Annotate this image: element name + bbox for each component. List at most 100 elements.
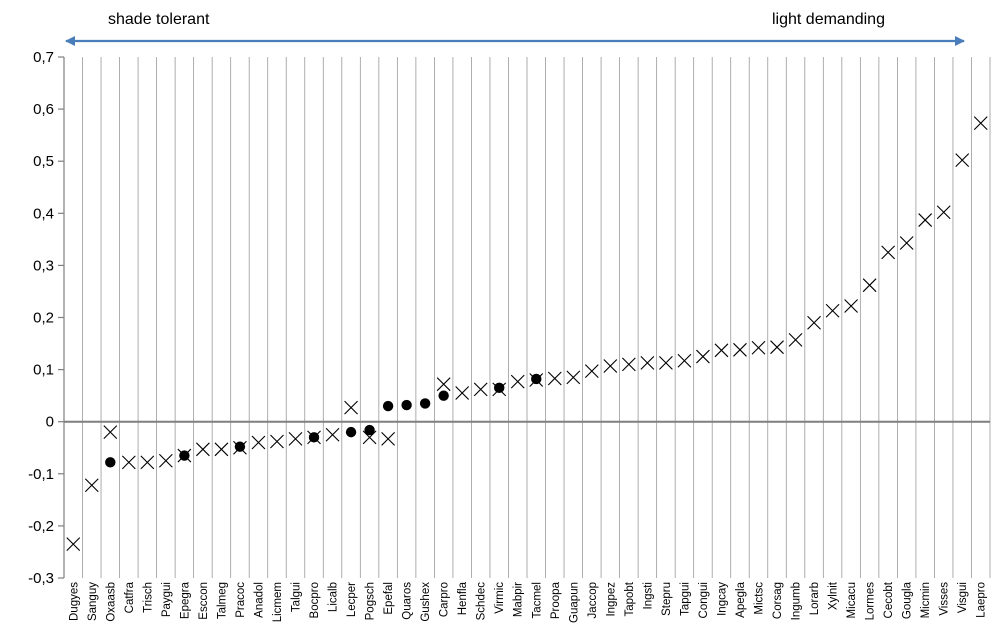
x-marker-point bbox=[807, 315, 821, 330]
x-tick-label: Ingpez bbox=[605, 582, 617, 617]
x-marker-point bbox=[140, 455, 155, 470]
x-marker-point bbox=[640, 355, 655, 370]
y-tick-label: -0,3 bbox=[28, 570, 54, 587]
x-marker-point bbox=[381, 432, 395, 446]
x-tick-label: Mictsc bbox=[754, 582, 766, 615]
data-marks bbox=[66, 116, 988, 552]
x-tick-label: Paygui bbox=[161, 582, 173, 617]
y-tick-label: 0,1 bbox=[33, 362, 54, 379]
dot-marker-point bbox=[438, 390, 449, 401]
x-marker-point bbox=[566, 370, 581, 385]
x-marker-point bbox=[825, 303, 840, 318]
x-tick-label: Congui bbox=[698, 582, 710, 618]
x-tick-label: Cecobt bbox=[883, 581, 895, 618]
y-tick-label: 0,7 bbox=[33, 49, 54, 66]
dot-marker-point bbox=[401, 399, 412, 411]
x-marker-point bbox=[603, 359, 618, 373]
x-marker-point bbox=[714, 343, 729, 358]
x-tick-label: Lorarb bbox=[809, 582, 821, 615]
x-tick-label: Esccon bbox=[198, 582, 210, 620]
dot-marker-point bbox=[419, 398, 431, 409]
x-tick-label: Quaros bbox=[402, 582, 414, 620]
y-tick-label: -0,2 bbox=[28, 518, 54, 535]
x-axis-ticks: Dugyes Sanguy Oxaasb Catfra Trisch Paygui Epeg… bbox=[68, 581, 987, 623]
dot-marker-point bbox=[308, 432, 320, 443]
x-marker-point bbox=[288, 432, 303, 446]
x-tick-label: Apegla bbox=[735, 581, 747, 617]
dot-marker-point bbox=[105, 457, 116, 468]
x-marker-point bbox=[696, 349, 710, 364]
x-tick-label: Licalb bbox=[328, 582, 340, 612]
x-marker-point bbox=[677, 353, 692, 368]
x-tick-label: Xylnit bbox=[828, 581, 840, 610]
y-tick-label: -0,1 bbox=[28, 466, 54, 483]
dot-marker-point bbox=[234, 441, 246, 452]
x-marker-point bbox=[214, 442, 229, 457]
x-tick-label: Ingumb bbox=[791, 582, 803, 620]
y-tick-label: 0,6 bbox=[33, 101, 54, 118]
dot-marker-point bbox=[364, 424, 375, 436]
x-tick-label: Ingsti bbox=[642, 582, 654, 610]
y-axis-ticks: -0,3 -0,2 -0,1 0 0,1 0,2 0,3 0,4 0,5 0,6 0,7 bbox=[28, 49, 64, 587]
x-tick-label: Ingcay bbox=[716, 582, 728, 616]
x-tick-label: Laepro bbox=[976, 582, 988, 618]
x-tick-label: Epegra bbox=[179, 581, 191, 619]
x-marker-point bbox=[788, 333, 803, 347]
y-tick-label: 0,4 bbox=[33, 205, 54, 222]
x-marker-point bbox=[547, 371, 562, 386]
x-marker-point bbox=[473, 382, 488, 397]
x-tick-label: Corsag bbox=[772, 582, 784, 619]
x-marker-point bbox=[751, 340, 766, 355]
x-tick-label: Epefal bbox=[383, 582, 395, 615]
x-marker-point bbox=[973, 116, 988, 131]
shade-tolerant-label: shade tolerant bbox=[108, 11, 210, 28]
x-marker-point bbox=[362, 430, 377, 445]
x-marker-point bbox=[158, 453, 173, 468]
x-tick-label: Lecper bbox=[346, 582, 358, 617]
x-marker-point bbox=[899, 236, 914, 250]
x-tick-label: Guapun bbox=[568, 582, 580, 623]
dot-marker-point bbox=[345, 426, 357, 438]
x-tick-label: Catfra bbox=[124, 581, 136, 613]
x-tick-label: Tapobt bbox=[624, 581, 636, 616]
x-tick-label: Carpro bbox=[439, 582, 451, 617]
x-marker-point bbox=[251, 435, 266, 450]
x-marker-point bbox=[621, 357, 636, 372]
x-tick-label: Licmem bbox=[272, 582, 284, 622]
x-tick-label: Gougla bbox=[902, 581, 914, 619]
y-tick-label: 0 bbox=[46, 414, 54, 431]
y-tick-label: 0,2 bbox=[33, 310, 54, 327]
x-tick-label: Lormes bbox=[865, 582, 877, 621]
x-tick-label: Sanguy bbox=[87, 582, 99, 621]
dot-marker-point bbox=[531, 373, 542, 385]
x-marker-point bbox=[584, 364, 599, 379]
x-marker-point bbox=[844, 299, 858, 313]
light-demanding-label: light demanding bbox=[772, 11, 885, 28]
x-tick-label: Trisch bbox=[142, 582, 154, 613]
x-tick-label: Talgui bbox=[291, 582, 303, 612]
x-tick-label: Henfla bbox=[457, 581, 469, 615]
x-tick-label: Micmin bbox=[920, 582, 932, 618]
x-tick-label: Schdec bbox=[476, 582, 488, 621]
x-marker-point bbox=[659, 355, 673, 370]
annotation-group: shade tolerant light demanding bbox=[65, 11, 965, 46]
x-tick-label: Micacu bbox=[846, 582, 858, 618]
dot-marker-point bbox=[179, 450, 190, 461]
x-tick-label: Pogsch bbox=[365, 582, 377, 620]
x-marker-point bbox=[103, 425, 118, 440]
x-tick-label: Oxaasb bbox=[105, 582, 117, 622]
x-marker-point bbox=[84, 478, 99, 493]
x-marker-point bbox=[344, 400, 358, 415]
x-tick-label: Gushex bbox=[420, 582, 432, 622]
x-marker-point bbox=[936, 205, 951, 220]
x-marker-point bbox=[66, 537, 81, 552]
x-marker-point bbox=[325, 427, 340, 442]
x-tick-label: Pracoc bbox=[235, 582, 247, 618]
x-marker-point bbox=[918, 213, 933, 227]
x-tick-label: Mabpir bbox=[513, 582, 525, 617]
x-marker-point bbox=[196, 442, 210, 457]
x-tick-label: Jaccop bbox=[587, 582, 599, 618]
x-tick-label: Bocpro bbox=[309, 582, 321, 618]
x-marker-point bbox=[733, 342, 747, 357]
